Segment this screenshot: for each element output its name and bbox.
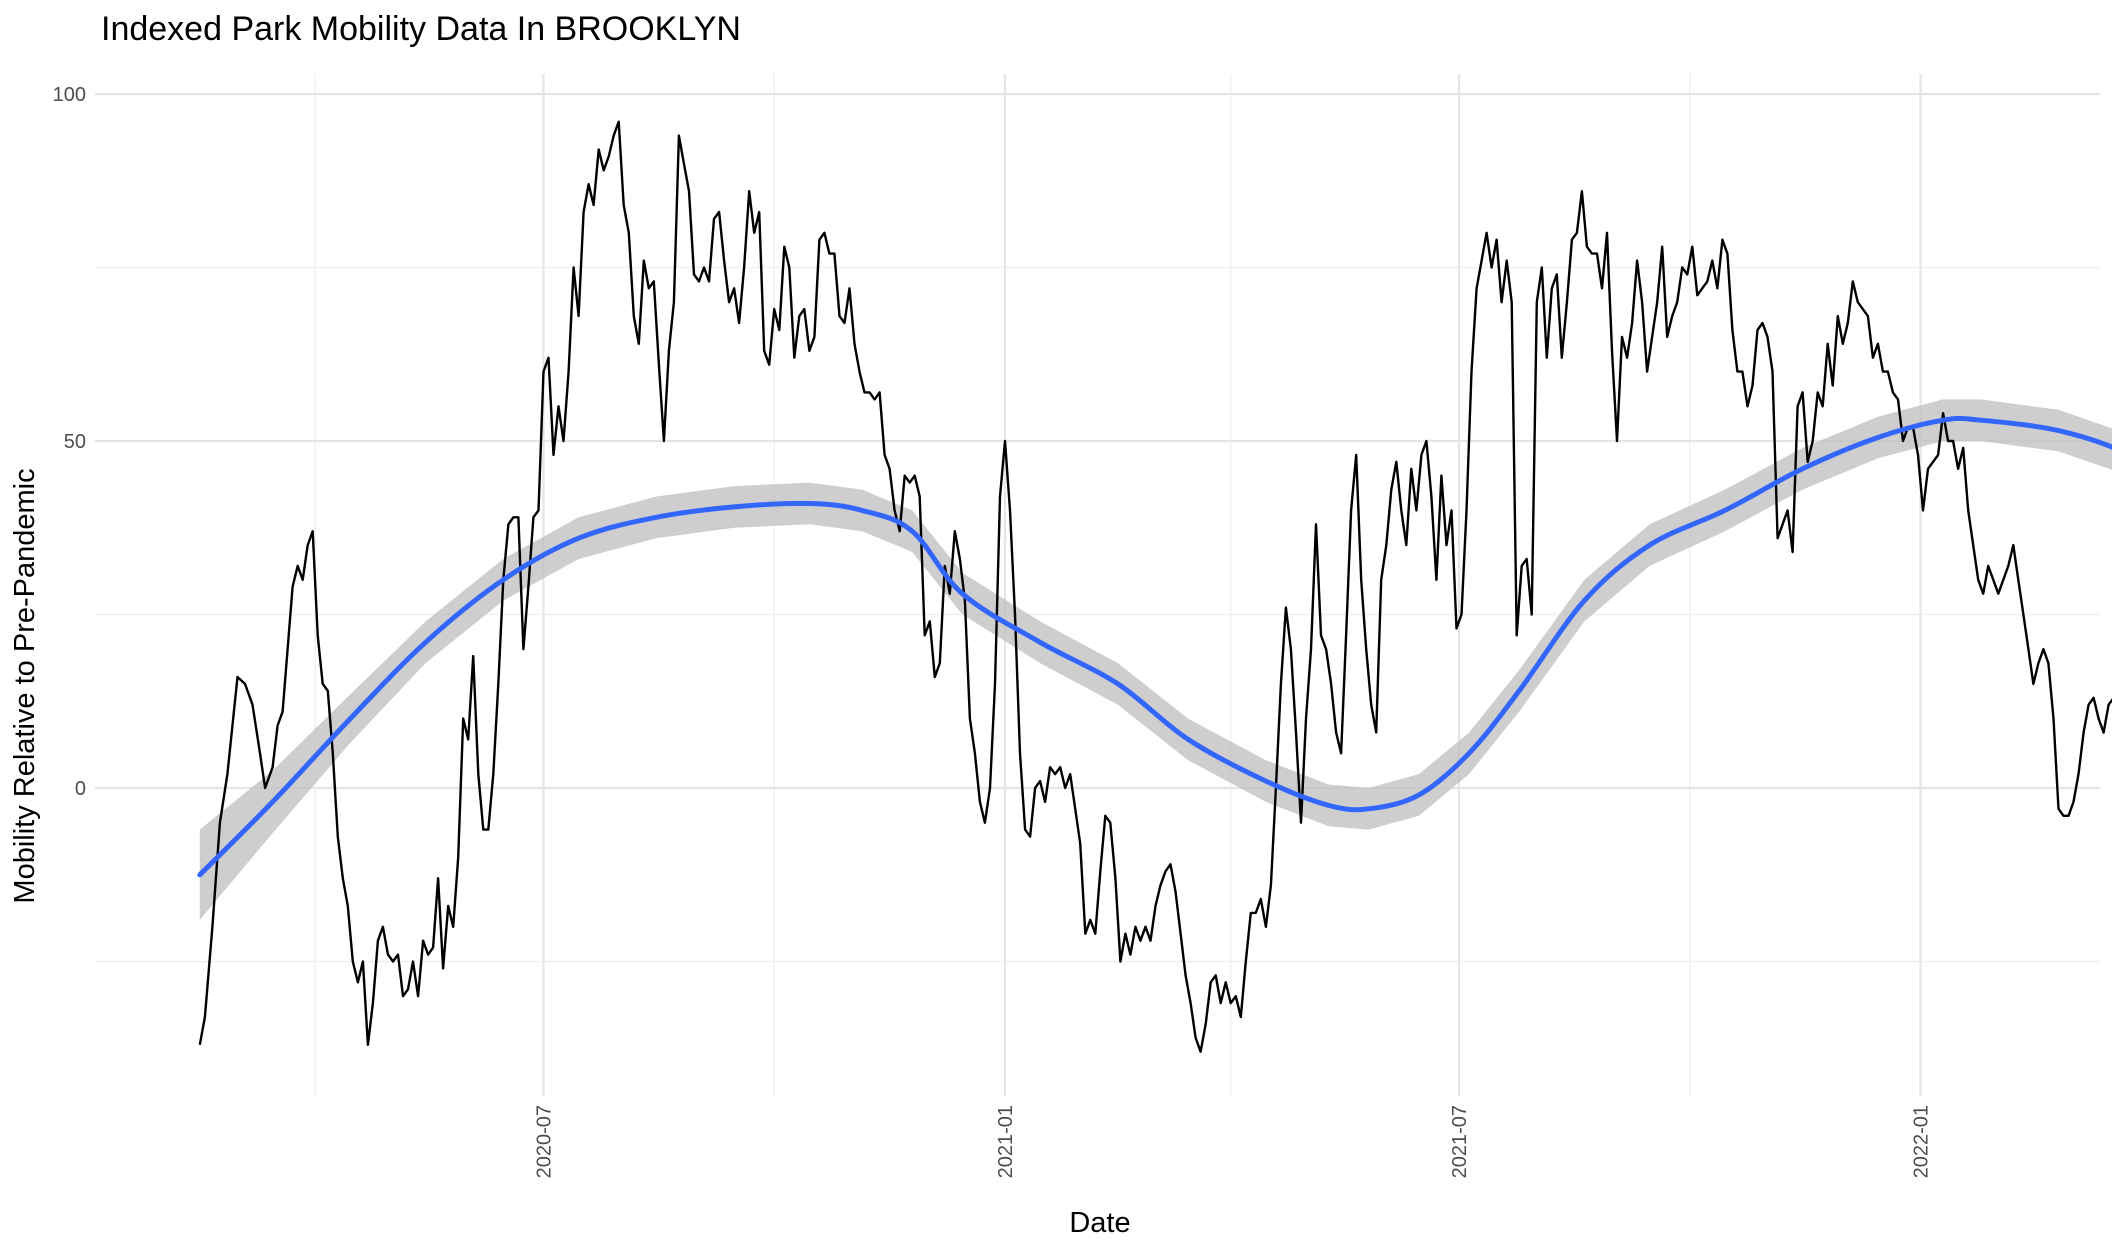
x-tick-label: 2021-01 <box>995 1105 1017 1178</box>
x-tick-label: 2021-07 <box>1449 1105 1471 1178</box>
y-axis-title: Mobility Relative to Pre-Pandemic <box>9 468 41 903</box>
confidence-band <box>199 399 2112 920</box>
x-axis-title: Date <box>1069 1207 1130 1239</box>
x-tick-label: 2022-01 <box>1911 1105 1933 1178</box>
grid-lines <box>95 74 2100 1096</box>
smooth-trend-line <box>197 415 2112 878</box>
y-tick-label: 50 <box>64 431 86 453</box>
smooth-series-layer <box>197 415 2112 878</box>
y-tick-label: 100 <box>53 84 86 106</box>
tick-labels: 0 50 100 2020-07 2021-01 2021-07 2022-01 <box>53 84 1933 1178</box>
x-tick-label: 2020-07 <box>533 1105 555 1178</box>
chart-title: Indexed Park Mobility Data In BROOKLYN <box>101 10 741 48</box>
confidence-band-layer <box>199 399 2112 920</box>
y-tick-label: 0 <box>75 778 86 800</box>
